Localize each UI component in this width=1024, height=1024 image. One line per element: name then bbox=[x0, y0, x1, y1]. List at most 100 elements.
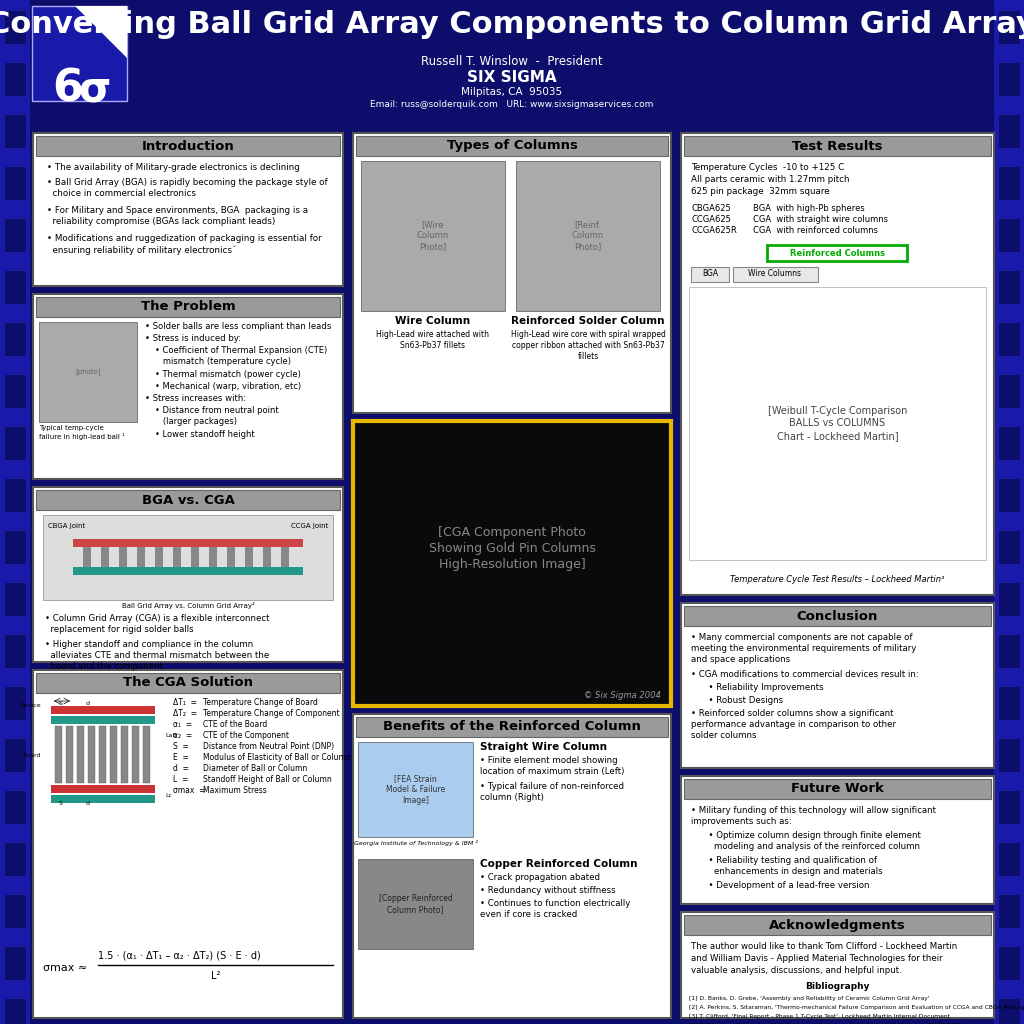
Bar bbox=[33, 487, 343, 662]
Text: Modulus of Elasticity of Ball or Column: Modulus of Elasticity of Ball or Column bbox=[203, 753, 351, 762]
Bar bbox=[245, 545, 253, 569]
Text: Introduction: Introduction bbox=[141, 139, 234, 153]
Bar bbox=[998, 322, 1020, 356]
Bar bbox=[998, 582, 1020, 616]
Bar bbox=[681, 912, 994, 1018]
Text: S: S bbox=[59, 801, 62, 806]
Text: d: d bbox=[86, 701, 90, 706]
Bar bbox=[83, 545, 91, 569]
Text: 625 pin package  32mm square: 625 pin package 32mm square bbox=[691, 187, 829, 196]
Text: • Reliability testing and qualification of
    enhancements in design and materi: • Reliability testing and qualification … bbox=[703, 856, 883, 877]
Text: CCGA joint: CCGA joint bbox=[291, 523, 328, 529]
Text: Reinforced Solder Column: Reinforced Solder Column bbox=[511, 316, 665, 326]
Bar bbox=[998, 686, 1020, 720]
Text: Reinforced Columns: Reinforced Columns bbox=[790, 249, 885, 257]
Bar bbox=[998, 426, 1020, 460]
Bar bbox=[43, 515, 333, 600]
Bar bbox=[4, 478, 26, 512]
Bar bbox=[121, 726, 128, 783]
Bar bbox=[684, 915, 991, 935]
Bar bbox=[132, 726, 139, 783]
Text: α₂  =: α₂ = bbox=[173, 731, 193, 740]
Bar bbox=[191, 545, 199, 569]
Bar bbox=[681, 603, 994, 768]
Bar bbox=[358, 742, 473, 837]
Bar bbox=[356, 136, 668, 156]
Polygon shape bbox=[75, 6, 127, 58]
Text: Straight Wire Column: Straight Wire Column bbox=[480, 742, 607, 752]
Text: • Optimize column design through finite element
    modeling and analysis of the: • Optimize column design through finite … bbox=[703, 831, 921, 851]
Bar bbox=[998, 218, 1020, 252]
Bar bbox=[356, 717, 668, 737]
Text: [photo]: [photo] bbox=[75, 369, 100, 376]
Bar bbox=[0, 0, 30, 1024]
Text: Converting Ball Grid Array Components to Column Grid Array: Converting Ball Grid Array Components to… bbox=[0, 10, 1024, 39]
Bar bbox=[358, 859, 473, 949]
Text: Test Results: Test Results bbox=[793, 139, 883, 153]
Bar bbox=[173, 545, 181, 569]
Bar bbox=[4, 894, 26, 928]
Text: Future Work: Future Work bbox=[792, 782, 884, 796]
Text: Wire Column: Wire Column bbox=[395, 316, 471, 326]
Text: CTE of the Component: CTE of the Component bbox=[203, 731, 289, 740]
Bar bbox=[684, 779, 991, 799]
Bar bbox=[681, 776, 994, 904]
Text: • Crack propagation abated: • Crack propagation abated bbox=[480, 873, 600, 882]
Bar bbox=[36, 297, 340, 317]
Bar bbox=[998, 530, 1020, 564]
Bar bbox=[353, 133, 671, 413]
Text: S: S bbox=[59, 701, 62, 706]
Bar bbox=[51, 795, 155, 803]
Bar bbox=[998, 998, 1020, 1024]
Text: E  =: E = bbox=[173, 753, 188, 762]
Bar bbox=[516, 161, 660, 311]
Bar bbox=[36, 490, 340, 510]
Text: Maximum Stress: Maximum Stress bbox=[203, 786, 266, 795]
Bar bbox=[353, 421, 671, 706]
Text: • Reliability Improvements: • Reliability Improvements bbox=[703, 683, 823, 692]
Bar bbox=[361, 161, 505, 311]
Text: [2] A. Perkins, S. Sitaraman, 'Thermo-mechanical Failure Comparison and Evaluati: [2] A. Perkins, S. Sitaraman, 'Thermo-me… bbox=[689, 1005, 1024, 1010]
Text: Board: Board bbox=[23, 753, 41, 758]
Text: • Robust Designs: • Robust Designs bbox=[703, 696, 783, 705]
Text: • Higher standoff and compliance in the column
  alleviates CTE and thermal mism: • Higher standoff and compliance in the … bbox=[45, 640, 269, 671]
Text: Temperature Cycle Test Results – Lockheed Martin³: Temperature Cycle Test Results – Lockhee… bbox=[730, 575, 945, 584]
Bar bbox=[51, 706, 155, 714]
Bar bbox=[281, 545, 289, 569]
Bar bbox=[101, 545, 109, 569]
Bar bbox=[33, 133, 343, 286]
Text: [Weibull T-Cycle Comparison
BALLS vs COLUMNS
Chart - Lockheed Martin]: [Weibull T-Cycle Comparison BALLS vs COL… bbox=[768, 407, 907, 441]
Text: • CGA modifications to commercial devices result in:: • CGA modifications to commercial device… bbox=[691, 670, 919, 679]
Text: • Coefficient of Thermal Expansion (CTE)
   mismatch (temperature cycle): • Coefficient of Thermal Expansion (CTE)… bbox=[155, 346, 328, 367]
Text: Temperature Change of Board: Temperature Change of Board bbox=[203, 698, 317, 707]
Text: [Reinf.
Column
Photo]: [Reinf. Column Photo] bbox=[571, 220, 604, 252]
Bar bbox=[998, 894, 1020, 928]
Bar bbox=[4, 114, 26, 148]
Text: [1] D. Banks, D. Grebe, 'Assembly and Reliability of Ceramic Column Grid Array': [1] D. Banks, D. Grebe, 'Assembly and Re… bbox=[689, 996, 930, 1001]
Text: BGA vs. CGA: BGA vs. CGA bbox=[141, 494, 234, 507]
Text: Ball Grid Array vs. Column Grid Array²: Ball Grid Array vs. Column Grid Array² bbox=[122, 602, 254, 609]
Text: All parts ceramic with 1.27mm pitch: All parts ceramic with 1.27mm pitch bbox=[691, 175, 850, 184]
Bar bbox=[33, 670, 343, 1018]
Bar bbox=[998, 166, 1020, 200]
Bar bbox=[4, 374, 26, 408]
Bar bbox=[4, 634, 26, 668]
Text: • Distance from neutral point
   (larger packages): • Distance from neutral point (larger pa… bbox=[155, 406, 279, 426]
Bar bbox=[263, 545, 271, 569]
Bar bbox=[681, 133, 994, 595]
Bar bbox=[4, 790, 26, 824]
Bar bbox=[4, 998, 26, 1024]
Text: Device: Device bbox=[19, 703, 41, 708]
Text: High-Lead wire attached with
Sn63-Pb37 fillets: High-Lead wire attached with Sn63-Pb37 f… bbox=[377, 330, 489, 350]
Text: The Problem: The Problem bbox=[140, 300, 236, 313]
Bar bbox=[110, 726, 117, 783]
Text: Milpitas, CA  95035: Milpitas, CA 95035 bbox=[462, 87, 562, 97]
Bar bbox=[684, 606, 991, 626]
Bar bbox=[155, 545, 163, 569]
Text: • Finite element model showing
location of maximum strain (Left): • Finite element model showing location … bbox=[480, 756, 625, 776]
Bar bbox=[119, 545, 127, 569]
Bar bbox=[39, 322, 137, 422]
Text: • Redundancy without stiffness: • Redundancy without stiffness bbox=[480, 886, 615, 895]
Text: CTE of the Board: CTE of the Board bbox=[203, 720, 267, 729]
Bar bbox=[4, 166, 26, 200]
